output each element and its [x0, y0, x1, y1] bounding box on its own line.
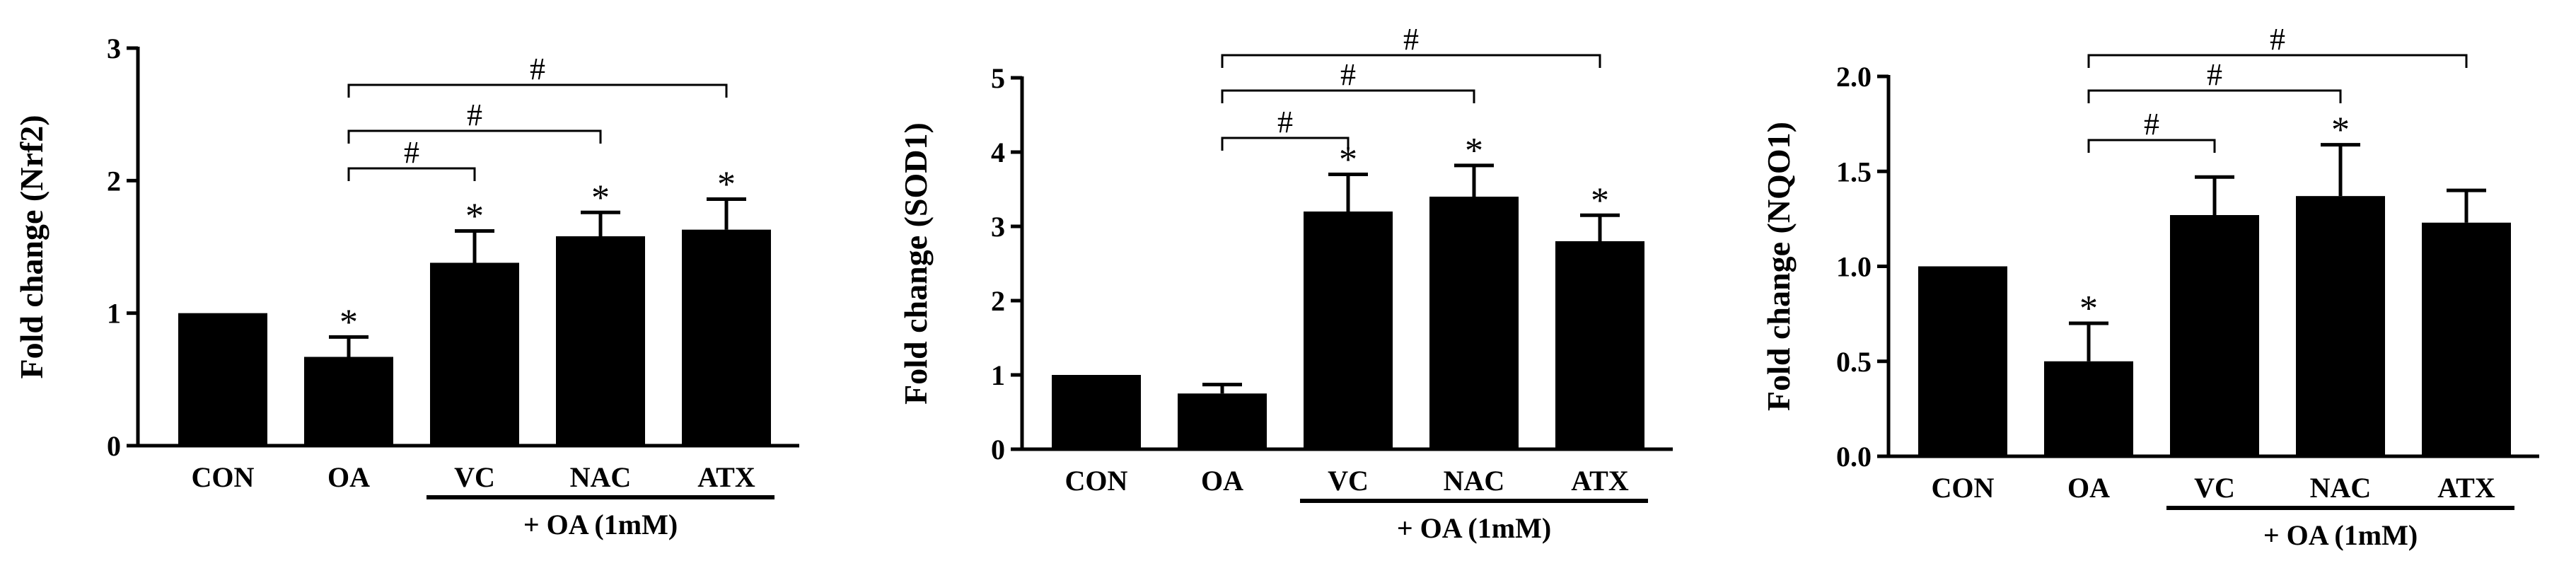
bar-nac — [1429, 197, 1519, 449]
y-tick-label: 1.5 — [1836, 156, 1872, 187]
y-tick-label: 2.0 — [1836, 61, 1872, 93]
bar-atx — [682, 229, 771, 446]
chart-panel-1: 0 1 2 3 CON OA VC NAC ATX Fold change (Nrf2) * * * * #… — [13, 33, 799, 540]
y-tick-label: 3 — [107, 33, 121, 64]
x-tick-label-oa: OA — [1201, 465, 1243, 497]
bar-vc — [430, 262, 519, 446]
significance-mark-atx: * — [1591, 180, 1609, 221]
x-tick-label-nac: NAC — [2310, 472, 2372, 504]
x-tick-label-con: CON — [192, 461, 255, 493]
x-tick-label-con: CON — [1932, 472, 1995, 504]
bar-oa — [1178, 393, 1267, 449]
comparison-bracket-oa-vc — [1221, 137, 1350, 151]
comparison-mark-atx: # — [530, 52, 545, 86]
bar-con — [1918, 266, 2007, 456]
comparison-mark-atx: # — [1403, 22, 1419, 57]
treatment-group-label: + OA (1mM) — [2263, 519, 2418, 551]
bar-atx — [1555, 241, 1644, 449]
x-tick-label-atx: ATX — [2437, 472, 2495, 504]
bar-oa — [2044, 361, 2133, 456]
x-tick-label-vc: VC — [2194, 472, 2235, 504]
comparison-mark-vc: # — [2144, 107, 2159, 141]
y-axis-label: Fold change (NQO1) — [1760, 122, 1797, 411]
bar-nac — [2296, 196, 2385, 456]
bar-vc — [2170, 215, 2259, 456]
comparison-bracket-oa-nac — [1221, 89, 1475, 103]
y-tick-label: 0.5 — [1836, 346, 1872, 378]
y-tick-label: 0 — [107, 430, 121, 462]
x-tick-label-nac: NAC — [1444, 465, 1505, 497]
comparison-bracket-oa-atx — [1221, 54, 1601, 68]
y-tick-label: 0.0 — [1836, 441, 1872, 473]
comparison-mark-atx: # — [2270, 22, 2285, 57]
x-tick-label-vc: VC — [454, 461, 495, 493]
y-tick-label: 0 — [991, 434, 1005, 465]
y-tick-label: 5 — [991, 62, 1005, 94]
treatment-group-label: + OA (1mM) — [523, 509, 678, 540]
y-tick-label: 2 — [107, 165, 121, 197]
significance-mark-nac: * — [1465, 131, 1483, 171]
y-axis-label: Fold change (Nrf2) — [13, 115, 50, 378]
y-tick-label: 1.0 — [1836, 251, 1872, 283]
bar-oa — [304, 357, 393, 446]
comparison-mark-nac: # — [1340, 57, 1356, 92]
bar-atx — [2422, 222, 2511, 456]
significance-mark-atx: * — [717, 165, 736, 205]
comparison-mark-vc: # — [1277, 105, 1293, 139]
x-tick-label-con: CON — [1065, 465, 1128, 497]
y-tick-label: 2 — [991, 285, 1005, 317]
comparison-bracket-oa-vc — [347, 167, 476, 181]
x-tick-label-vc: VC — [1328, 465, 1369, 497]
y-tick-label: 4 — [991, 137, 1005, 168]
bar-con — [178, 313, 267, 446]
y-tick-label: 1 — [991, 359, 1005, 391]
comparison-bracket-oa-nac — [2087, 89, 2342, 103]
x-tick-label-atx: ATX — [697, 461, 755, 493]
significance-mark-oa: * — [2079, 289, 2098, 329]
significance-mark-nac: * — [591, 178, 610, 218]
x-tick-label-oa: OA — [2067, 472, 2110, 504]
bar-nac — [556, 236, 645, 446]
bar-con — [1052, 375, 1141, 449]
significance-mark-nac: * — [2331, 110, 2350, 151]
comparison-mark-vc: # — [404, 135, 419, 170]
x-tick-label-nac: NAC — [570, 461, 632, 493]
bar-vc — [1304, 212, 1393, 449]
comparison-bracket-oa-vc — [2087, 139, 2216, 153]
y-axis-label: Fold change (SOD1) — [898, 122, 934, 405]
comparison-mark-nac: # — [2207, 57, 2222, 92]
significance-mark-oa: * — [340, 302, 358, 342]
comparison-bracket-oa-atx — [2087, 54, 2468, 68]
x-tick-label-atx: ATX — [1571, 465, 1629, 497]
comparison-bracket-oa-atx — [347, 83, 728, 98]
chart-panel-3: 0.0 0.5 1.0 1.5 2.0 CON OA VC NAC ATX Fold change … — [1760, 22, 2539, 551]
y-tick-label: 1 — [107, 298, 121, 330]
comparison-mark-nac: # — [467, 98, 482, 132]
significance-mark-vc: * — [465, 197, 484, 237]
x-tick-label-oa: OA — [327, 461, 370, 493]
y-tick-label: 3 — [991, 211, 1005, 243]
treatment-group-label: + OA (1mM) — [1397, 512, 1551, 544]
comparison-bracket-oa-nac — [347, 129, 602, 144]
